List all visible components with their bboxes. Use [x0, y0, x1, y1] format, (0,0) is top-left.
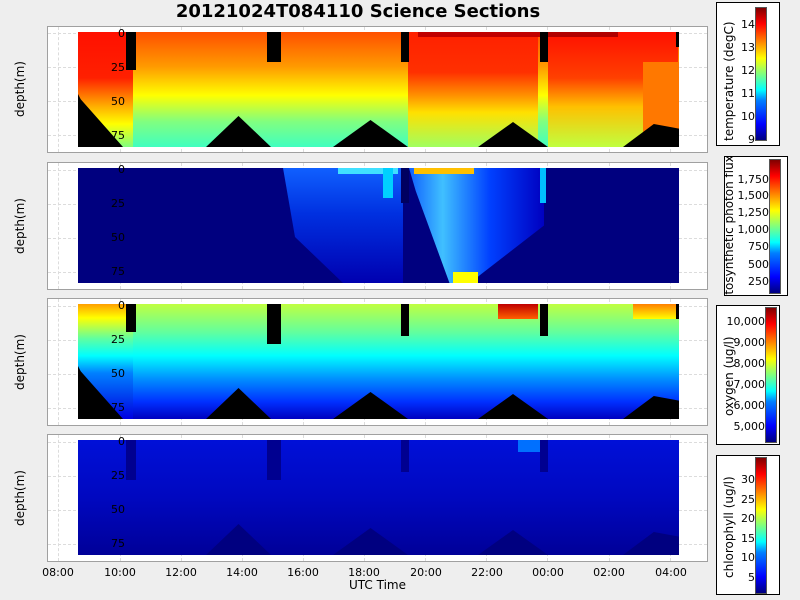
y-axis-label: depth(m)	[13, 198, 27, 254]
oxygen-plot	[47, 298, 708, 426]
colorbar-tick: 1,250	[737, 206, 770, 219]
colorbar-tick: 10	[741, 551, 755, 564]
x-tick: 16:00	[287, 566, 319, 579]
colorbar-label: chlorophyll (ug/l)	[722, 476, 736, 578]
chlorophyll-colorbar: 30 25 20 15 10 5 chlorophyll (ug/l)	[716, 455, 780, 595]
y-tick: 75	[111, 401, 125, 414]
colorbar-tick: 30	[741, 473, 755, 486]
y-tick: 75	[111, 129, 125, 142]
colorbar-tick: 1,500	[737, 189, 770, 202]
photon-flux-heatmap	[78, 168, 679, 283]
oxygen-colorbar: 10,000 9,000 8,000 7,000 6,000 5,000 oxy…	[716, 305, 780, 445]
y-tick: 50	[111, 503, 125, 516]
oxygen-heatmap	[78, 304, 679, 419]
colorbar-tick: 10	[741, 110, 755, 123]
colorbar-tick: 15	[741, 532, 755, 545]
colorbar-tick: 9,000	[733, 336, 766, 349]
colorbar-tick: 5	[748, 571, 755, 584]
x-axis-label: UTC Time	[349, 578, 406, 592]
photon-flux-plot	[47, 162, 708, 290]
x-tick: 14:00	[226, 566, 258, 579]
x-tick: 12:00	[165, 566, 197, 579]
colorbar-tick: 10,000	[726, 315, 766, 328]
colorbar-tick: 12	[741, 64, 755, 77]
y-tick: 0	[118, 163, 125, 176]
temperature-heatmap	[78, 32, 679, 147]
chart-title: 20121024T084110 Science Sections	[175, 1, 541, 22]
colorbar-label: oxygen (ug/l)	[722, 336, 736, 416]
colorbar-tick: 1,750	[737, 173, 770, 186]
y-tick: 0	[118, 299, 125, 312]
chlorophyll-heatmap	[78, 440, 679, 555]
colorbar-tick: 6,000	[733, 399, 766, 412]
x-tick: 10:00	[104, 566, 136, 579]
colorbar-tick: 13	[741, 41, 755, 54]
colorbar-tick: 8,000	[733, 357, 766, 370]
temperature-colorbar: 14 13 12 11 10 9 temperature (degC)	[716, 2, 780, 146]
chlorophyll-plot	[47, 434, 708, 562]
y-tick: 25	[111, 469, 125, 482]
x-tick: 22:00	[471, 566, 503, 579]
x-tick: 04:00	[655, 566, 687, 579]
colorbar-tick: 9	[748, 133, 755, 146]
colorbar-tick: 1,000	[737, 223, 770, 236]
y-tick: 50	[111, 367, 125, 380]
x-tick: 00:00	[532, 566, 564, 579]
colorbar-tick: 25	[741, 493, 755, 506]
y-tick: 25	[111, 197, 125, 210]
colorbar-tick: 20	[741, 512, 755, 525]
y-tick: 50	[111, 95, 125, 108]
colorbar-tick: 7,000	[733, 378, 766, 391]
y-tick: 25	[111, 61, 125, 74]
colorbar-tick: 250	[748, 275, 769, 288]
colorbar-tick: 5,000	[733, 420, 766, 433]
y-tick: 50	[111, 231, 125, 244]
y-tick: 75	[111, 265, 125, 278]
x-tick: 08:00	[42, 566, 74, 579]
x-tick: 20:00	[410, 566, 442, 579]
y-tick: 75	[111, 537, 125, 550]
colorbar-tick: 14	[741, 18, 755, 31]
colorbar-label: temperature (degC)	[722, 21, 736, 141]
colorbar-tick: 750	[748, 240, 769, 253]
y-tick: 25	[111, 333, 125, 346]
y-axis-label: depth(m)	[13, 61, 27, 117]
y-tick: 0	[118, 435, 125, 448]
y-axis-label: depth(m)	[13, 470, 27, 526]
photon-flux-colorbar: 1,750 1,500 1,250 1,000 750 500 250 otos…	[724, 156, 788, 296]
colorbar-label: otosynthetic photon flux (umo	[724, 156, 736, 296]
y-tick: 0	[118, 27, 125, 40]
colorbar-tick: 500	[748, 258, 769, 271]
y-axis-label: depth(m)	[13, 334, 27, 390]
x-tick: 02:00	[593, 566, 625, 579]
temperature-plot	[47, 26, 708, 153]
colorbar-tick: 11	[741, 87, 755, 100]
x-tick: 18:00	[348, 566, 380, 579]
